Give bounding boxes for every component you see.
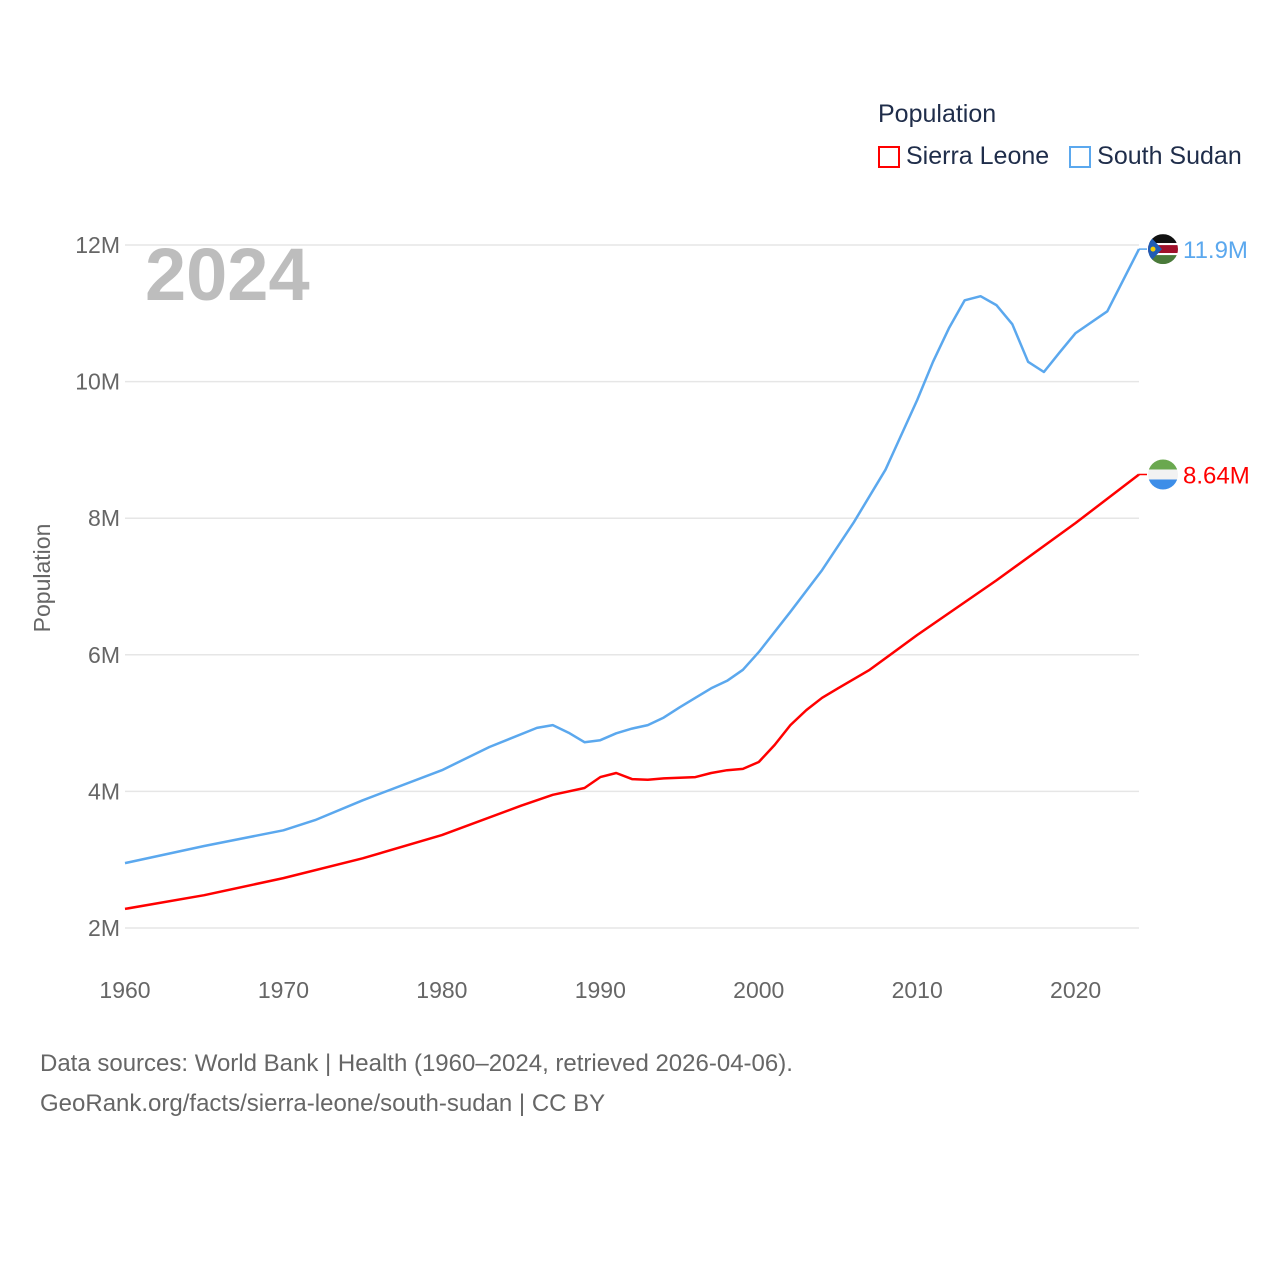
south-sudan-flag-icon [1148, 234, 1178, 265]
y-tick-label: 2M [88, 915, 120, 941]
x-tick-label: 1990 [575, 977, 626, 1003]
x-tick-label: 1980 [416, 977, 467, 1003]
legend-swatch-south-sudan [1069, 145, 1092, 168]
x-tick-label: 1970 [258, 977, 309, 1003]
series-line-south-sudan [124, 248, 1141, 865]
legend-item-sierra-leone[interactable]: Sierra Leone [878, 142, 1049, 171]
series-line-sierra-leone [124, 473, 1140, 911]
y-tick-label: 12M [75, 232, 120, 258]
sierra-leone-flag-icon [1148, 459, 1178, 490]
legend-swatch-sierra-leone [878, 145, 900, 168]
current-year-label: 2024 [145, 233, 310, 316]
footer: Data sources: World Bank | Health (1960–… [40, 1044, 793, 1124]
y-axis-label: Population [29, 524, 55, 633]
legend-label: Sierra Leone [906, 142, 1050, 170]
y-tick-label: 4M [88, 778, 120, 804]
x-tick-label: 2010 [892, 977, 943, 1003]
legend-title: Population [878, 100, 997, 128]
y-tick-label: 8M [88, 505, 120, 531]
x-tick-label: 1960 [99, 977, 150, 1003]
legend-label: South Sudan [1097, 142, 1242, 170]
legend-item-south-sudan[interactable]: South Sudan [1069, 142, 1242, 171]
legend: Sierra Leone South Sudan [878, 142, 1242, 171]
x-tick-label: 2020 [1050, 977, 1101, 1003]
y-tick-label: 6M [88, 642, 120, 668]
data-source-note: Data sources: World Bank | Health (1960–… [40, 1050, 793, 1077]
x-tick-label: 2000 [733, 977, 784, 1003]
end-value-label: 8.64M [1183, 462, 1250, 489]
y-tick-label: 10M [75, 369, 120, 395]
end-value-label: 11.9M [1183, 237, 1248, 264]
source-link[interactable]: GeoRank.org/facts/sierra-leone/south-sud… [40, 1090, 606, 1117]
